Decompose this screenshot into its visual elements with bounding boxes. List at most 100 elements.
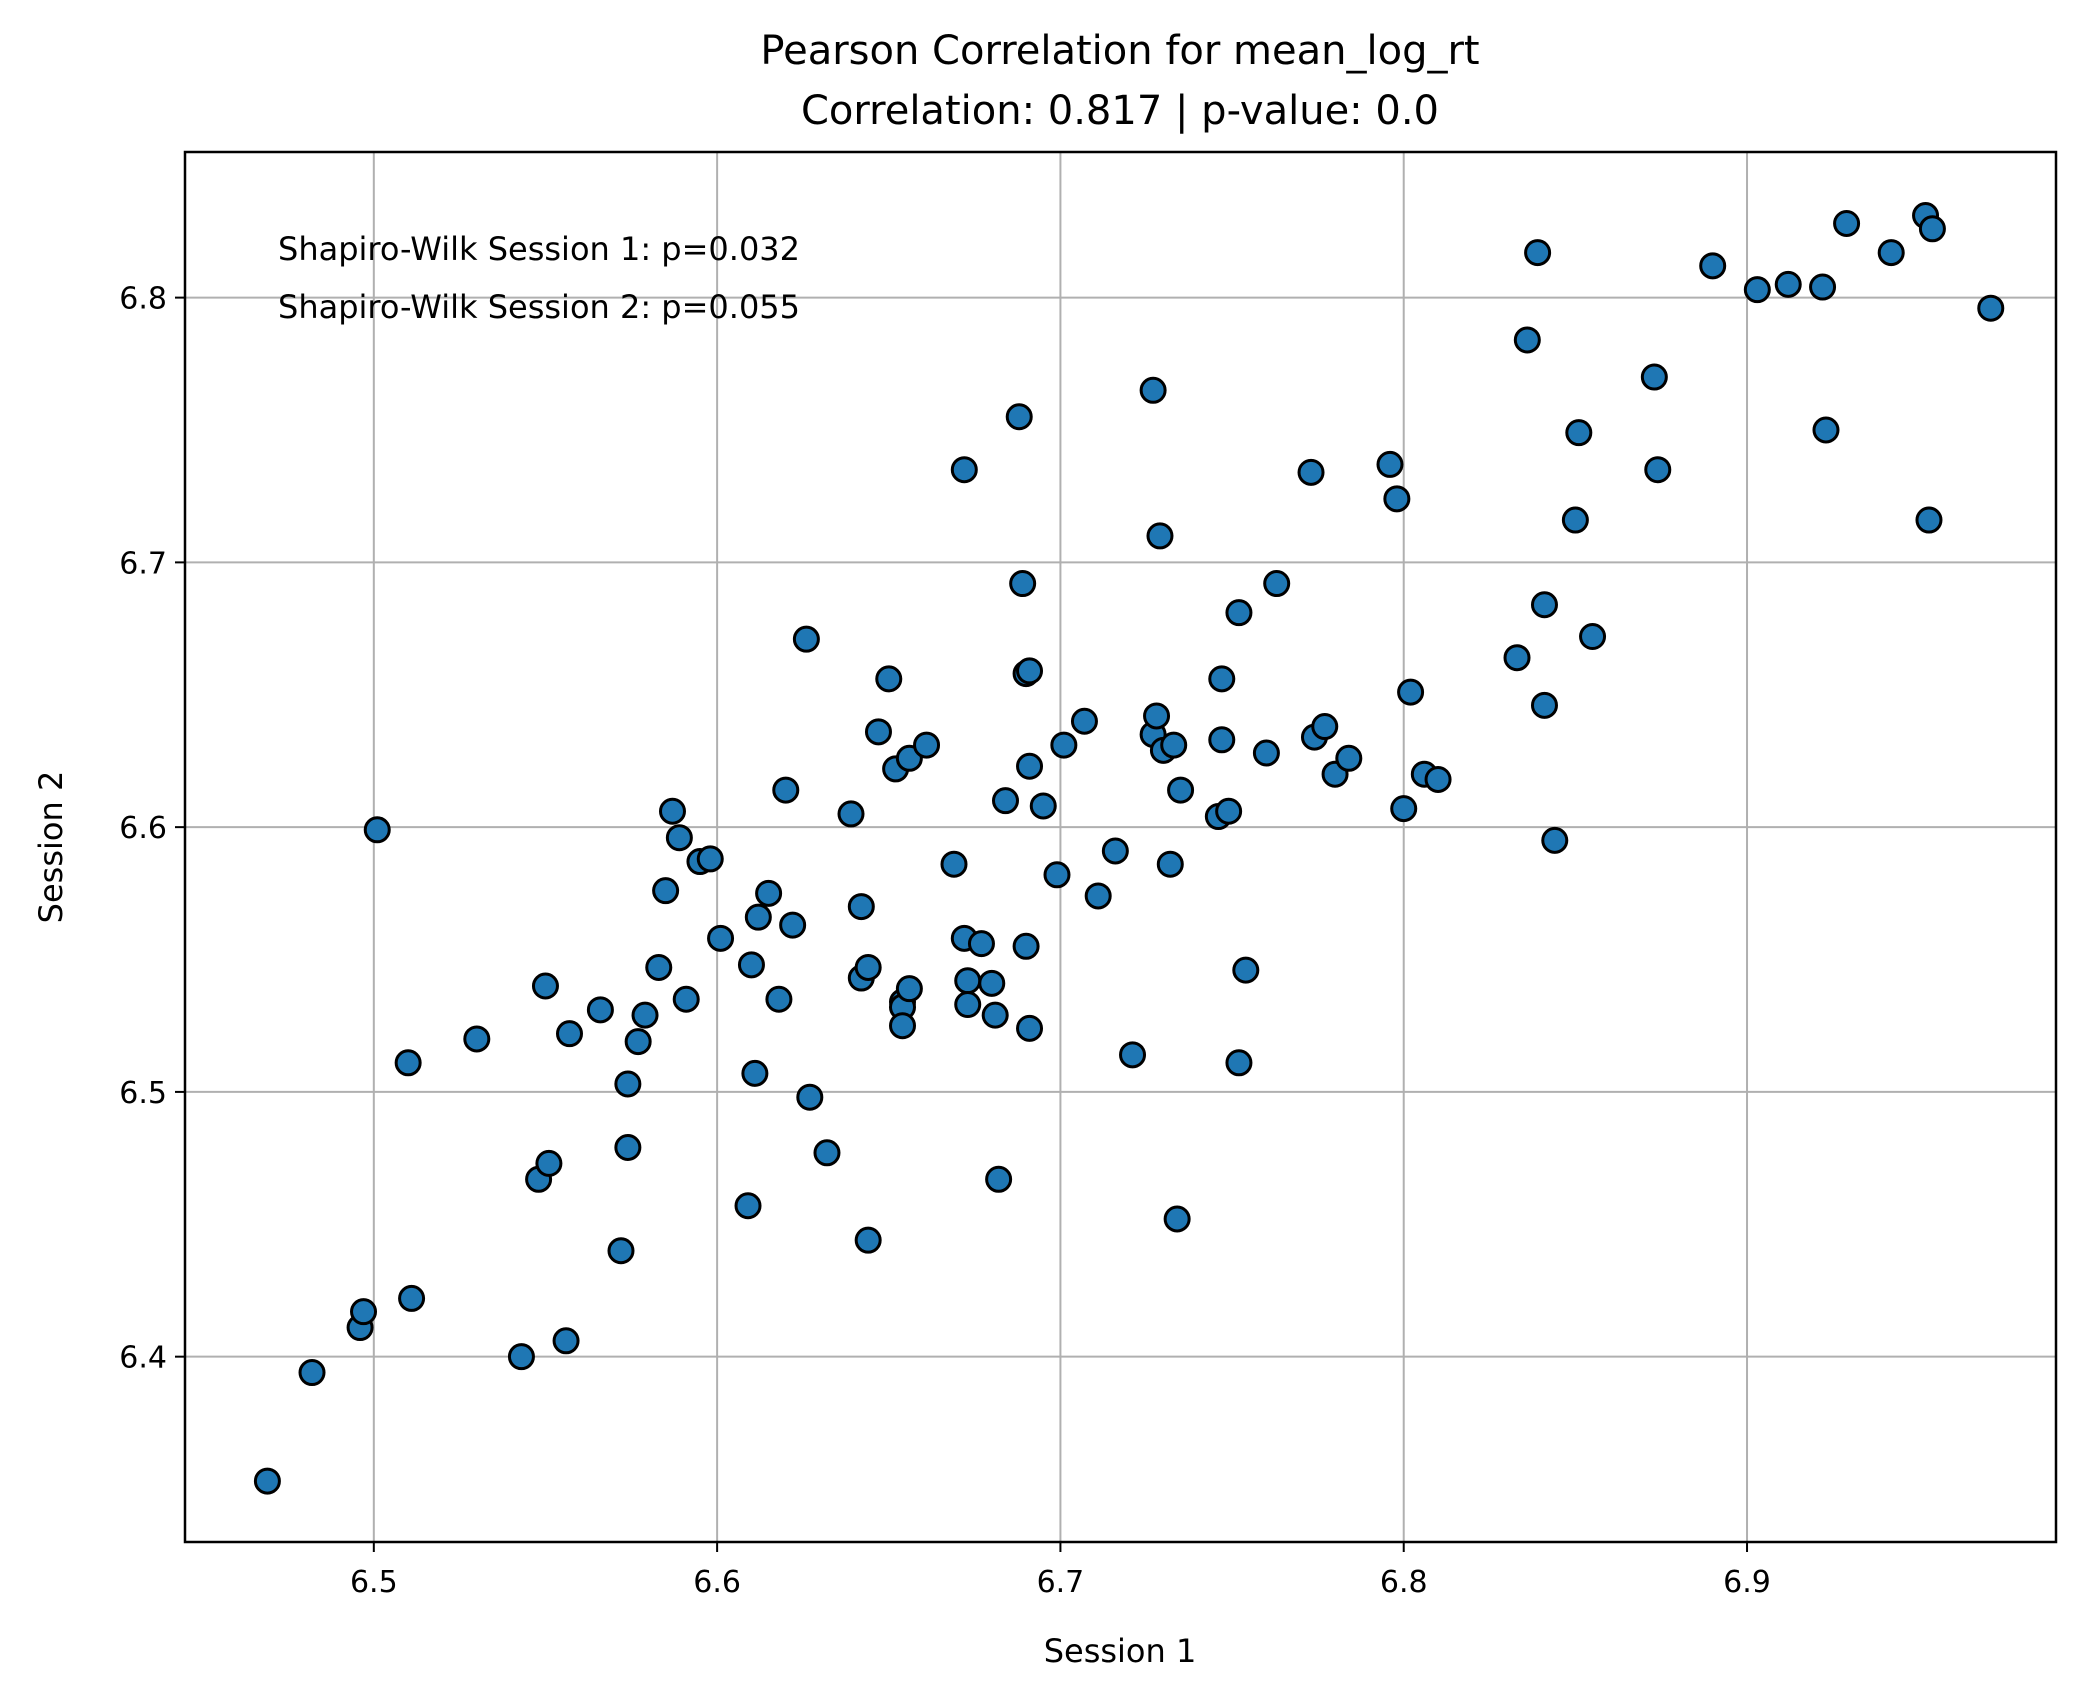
y-tick-label: 6.7: [119, 546, 167, 581]
scatter-point: [1101, 837, 1129, 865]
scatter-point: [1579, 623, 1607, 651]
scatter-point: [614, 1070, 642, 1098]
y-tick-label: 6.6: [119, 811, 167, 846]
x-tick-label: 6.7: [1037, 1565, 1085, 1600]
scatter-point: [1070, 707, 1098, 735]
scatter-point: [985, 1165, 1013, 1193]
scatter-point: [463, 1025, 491, 1053]
scatter-point: [737, 951, 765, 979]
scatter-point: [586, 996, 614, 1024]
grid-lines: [185, 152, 2056, 1542]
scatter-point: [954, 967, 982, 995]
scatter-point: [864, 718, 892, 746]
scatter-point: [1160, 731, 1188, 759]
scatter-point: [652, 877, 680, 905]
scatter-point: [837, 800, 865, 828]
scatter-point: [854, 953, 882, 981]
scatter-point: [889, 1012, 917, 1040]
scatter-point: [954, 991, 982, 1019]
scatter-point: [1016, 657, 1044, 685]
scatter-point: [1084, 882, 1112, 910]
scatter-point: [631, 1001, 659, 1029]
scatter-point: [1016, 752, 1044, 780]
scatter-point: [813, 1139, 841, 1167]
scatter-point: [744, 903, 772, 931]
scatter-point: [1167, 776, 1195, 804]
scatter-point: [253, 1467, 281, 1495]
scatter-point: [1335, 744, 1363, 772]
scatter-point: [1232, 956, 1260, 984]
scatter-point: [535, 1149, 563, 1177]
scatter-point: [1699, 252, 1727, 280]
scatter-point: [1977, 294, 2005, 322]
scatter-point: [1774, 270, 1802, 298]
scatter-point: [913, 731, 941, 759]
scatter-point: [1503, 644, 1531, 672]
y-tick-label: 6.5: [119, 1076, 167, 1111]
scatter-point: [875, 665, 903, 693]
scatter-point: [1918, 215, 1946, 243]
scatter-point: [1376, 450, 1404, 478]
scatter-point: [1530, 691, 1558, 719]
scatter-point: [1541, 826, 1569, 854]
scatter-point: [967, 930, 995, 958]
scatter-point: [847, 893, 875, 921]
scatter-point: [1513, 326, 1541, 354]
scatter-point: [1644, 456, 1672, 484]
scatter-point: [363, 816, 391, 844]
scatter-point: [1297, 458, 1325, 486]
chart-title: Pearson Correlation for mean_log_rt: [760, 28, 1479, 74]
scatter-point: [1524, 239, 1552, 267]
scatter-point: [765, 985, 793, 1013]
scatter-point: [1043, 861, 1071, 889]
scatter-point: [1252, 739, 1280, 767]
scatter-point: [1397, 678, 1425, 706]
scatter-point: [1390, 795, 1418, 823]
scatter-point: [507, 1343, 535, 1371]
scatter-point: [1029, 792, 1057, 820]
scatter-point: [1156, 850, 1184, 878]
annotation-shapiro-session-2: Shapiro-Wilk Session 2: p=0.055: [278, 288, 800, 326]
scatter-point: [1225, 1049, 1253, 1077]
scatter-point: [796, 1083, 824, 1111]
scatter-point: [991, 787, 1019, 815]
scatter-point: [779, 911, 807, 939]
scatter-point: [1215, 797, 1243, 825]
scatter-point: [895, 975, 923, 1003]
scatter-point: [1530, 591, 1558, 619]
scatter-point: [734, 1192, 762, 1220]
plot-frame: [183, 150, 2058, 1544]
scatter-point: [1225, 599, 1253, 627]
scatter-point: [1143, 702, 1171, 730]
chart-subtitle: Correlation: 0.817 | p-value: 0.0: [801, 88, 1439, 134]
scatter-point: [1809, 273, 1837, 301]
scatter-point: [707, 924, 735, 952]
scatter-point: [1877, 239, 1905, 267]
scatter-point: [1119, 1041, 1147, 1069]
scatter-point: [607, 1237, 635, 1265]
scatter-point: [792, 625, 820, 653]
scatter-point: [1640, 363, 1668, 391]
scatter-point: [1424, 765, 1452, 793]
scatter-point: [1263, 570, 1291, 598]
scatter-point: [1005, 403, 1033, 431]
y-tick-label: 6.4: [119, 1341, 167, 1376]
scatter-point: [1311, 713, 1339, 741]
scatter-point: [1833, 209, 1861, 237]
scatter-point: [1743, 276, 1771, 304]
scatter-point: [624, 1028, 652, 1056]
data-points: [253, 202, 2005, 1495]
scatter-point: [981, 1001, 1009, 1029]
scatter-point: [741, 1059, 769, 1087]
axis-ticks: 6.5 6.6 6.7 6.8 6.9 6.4 6.5 6.6 6.7 6.8: [119, 282, 1771, 1600]
scatter-point: [1009, 570, 1037, 598]
scatter-point: [1565, 419, 1593, 447]
scatter-point: [665, 824, 693, 852]
scatter-point: [350, 1298, 378, 1326]
scatter-point: [1016, 1014, 1044, 1042]
scatter-point: [298, 1359, 326, 1387]
scatter-point: [531, 972, 559, 1000]
scatter-point: [614, 1134, 642, 1162]
x-tick-label: 6.5: [350, 1565, 398, 1600]
